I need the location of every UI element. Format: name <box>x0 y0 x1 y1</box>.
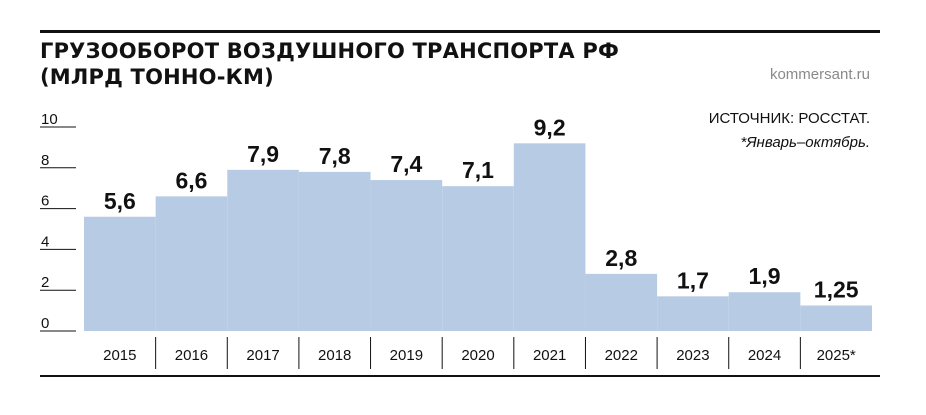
x-tick-label: 2022 <box>605 347 638 364</box>
y-tick-label: 0 <box>41 315 49 332</box>
data-label: 7,9 <box>247 141 279 167</box>
data-label: 1,9 <box>749 263 781 289</box>
chart-title-line1: ГРУЗООБОРОТ ВОЗДУШНОГО ТРАНСПОРТА РФ <box>40 39 619 63</box>
data-label: 7,1 <box>462 157 494 183</box>
x-tick-label: 2015 <box>103 347 136 364</box>
source-note: ИСТОЧНИК: РОССТАТ. <box>708 110 870 127</box>
data-label: 5,6 <box>104 188 136 214</box>
x-tick-label: 2019 <box>390 347 423 364</box>
y-tick-label: 4 <box>41 233 49 250</box>
x-tick-label: 2017 <box>246 347 279 364</box>
period-footnote: *Январь–октябрь. <box>740 134 871 151</box>
bar-2023 <box>657 296 729 331</box>
bottom-rule <box>40 375 880 377</box>
y-tick-label: 2 <box>41 274 49 291</box>
brand-text: kommersant.ru <box>769 66 870 83</box>
data-label: 7,8 <box>319 143 351 169</box>
x-tick-label: 2018 <box>318 347 351 364</box>
y-tick-label: 10 <box>41 111 58 128</box>
data-label: 9,2 <box>534 114 566 140</box>
x-tick-label: 2021 <box>533 347 566 364</box>
bar-2024 <box>728 292 801 331</box>
x-tick-label: 2024 <box>748 347 781 364</box>
bar-2018 <box>298 171 371 331</box>
data-label: 7,4 <box>390 151 422 177</box>
data-label: 1,25 <box>814 277 859 303</box>
top-rule <box>40 30 880 33</box>
x-tick-label: 2023 <box>676 347 709 364</box>
bar-2015 <box>84 216 156 331</box>
bar-2022 <box>585 273 658 331</box>
data-label: 6,6 <box>175 167 207 193</box>
chart-title-line2: (МЛРД ТОННО-КМ) <box>40 65 274 89</box>
bar-2020 <box>442 186 514 331</box>
data-label: 1,7 <box>677 267 709 293</box>
x-tick-label: 2020 <box>461 347 494 364</box>
data-label: 2,8 <box>605 245 637 271</box>
bar-2025 <box>800 305 872 331</box>
x-tick-label: 2025* <box>817 347 856 364</box>
bar-2016 <box>155 196 228 331</box>
bar-2019 <box>370 180 443 331</box>
x-tick-label: 2016 <box>175 347 208 364</box>
bar-2017 <box>227 169 299 331</box>
y-tick-label: 6 <box>41 193 49 210</box>
chart-title: ГРУЗООБОРОТ ВОЗДУШНОГО ТРАНСПОРТА РФ (МЛ… <box>40 38 619 90</box>
y-tick-label: 8 <box>41 152 49 169</box>
bar-2021 <box>513 143 586 331</box>
